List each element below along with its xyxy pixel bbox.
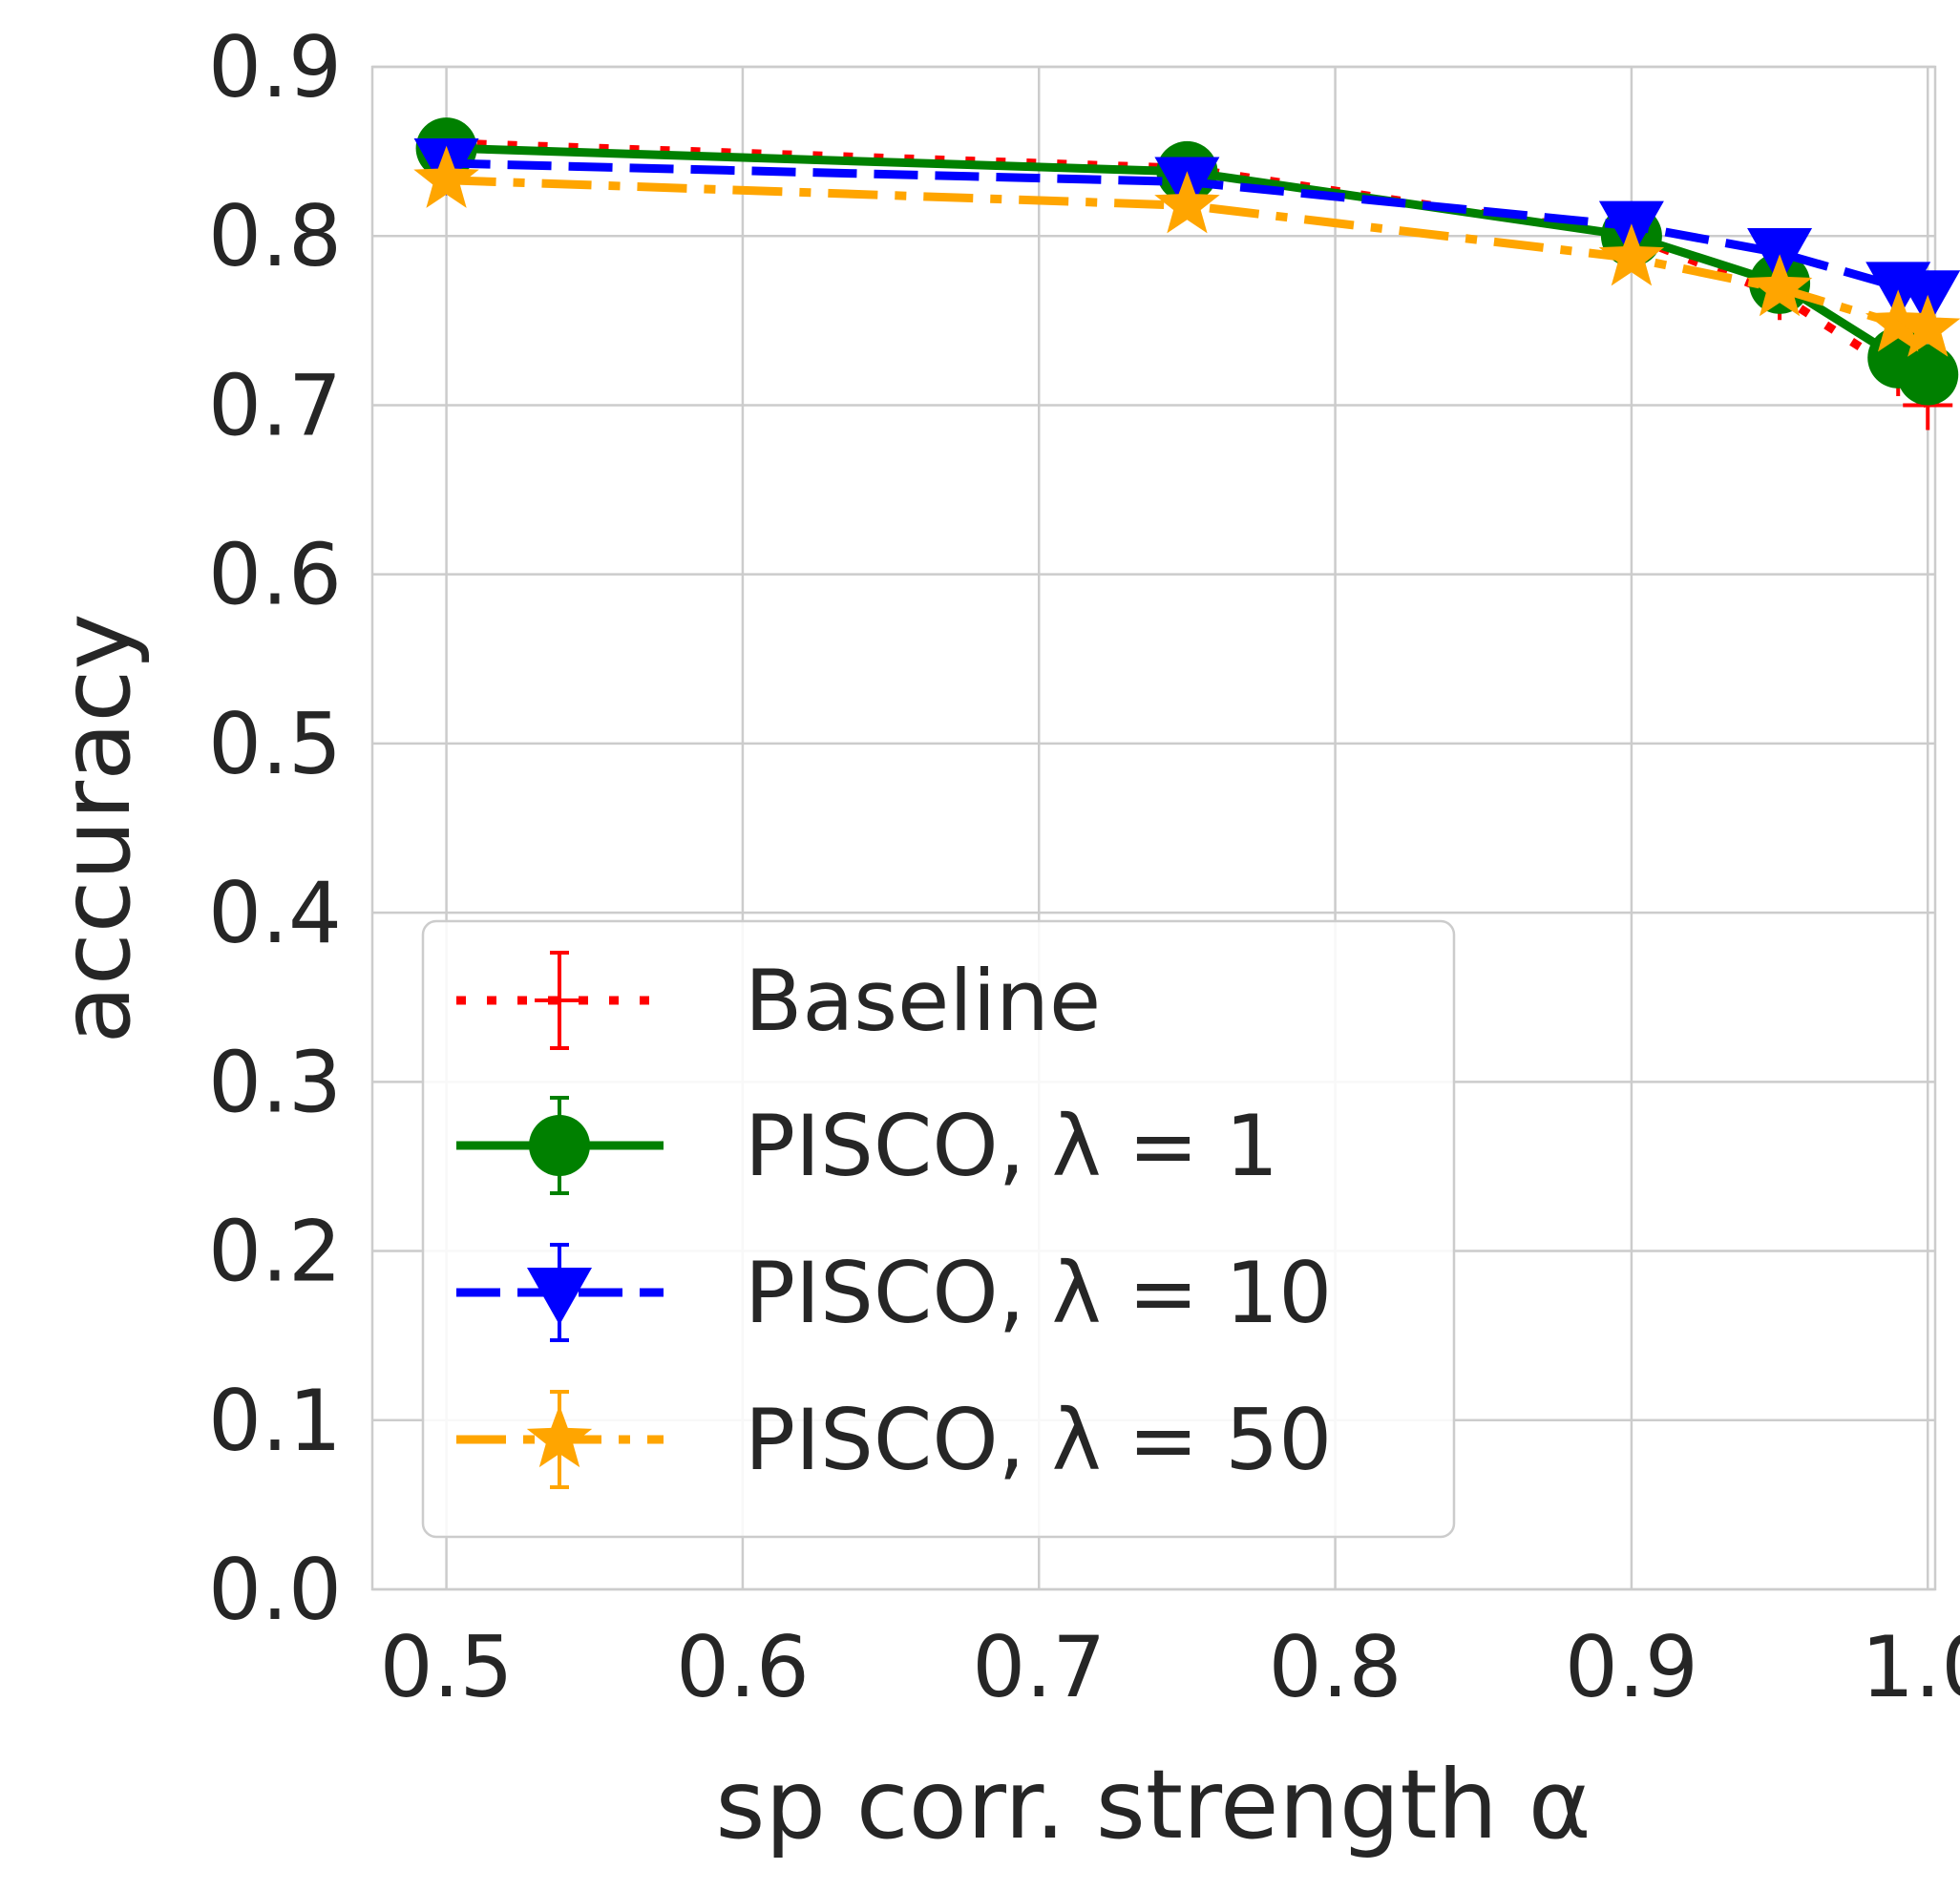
y-tick-label: 0.3 xyxy=(208,1033,342,1131)
data-point xyxy=(1154,171,1220,234)
y-axis-label: accuracy xyxy=(40,613,152,1043)
legend-item: Baseline xyxy=(456,951,1101,1050)
legend-label: Baseline xyxy=(745,952,1101,1050)
legend-label: PISCO, λ = 1 xyxy=(745,1097,1278,1195)
y-tick-label: 0.5 xyxy=(208,695,342,793)
legend-item: PISCO, λ = 50 xyxy=(456,1390,1332,1489)
legend-label: PISCO, λ = 10 xyxy=(745,1244,1332,1342)
x-tick-label: 0.8 xyxy=(1269,1618,1402,1716)
y-tick-label: 0.7 xyxy=(208,356,342,454)
legend: Baseline PISCO, λ = 1 PISCO, λ = 10 PISCO, … xyxy=(421,919,1456,1539)
y-tick-label: 0.8 xyxy=(208,187,342,285)
y-axis-ticks: 0.0 0.1 0.2 0.3 0.4 0.5 0.6 0.7 0.8 0.9 xyxy=(208,18,342,1639)
data-point xyxy=(1598,223,1665,286)
y-tick-label: 0.9 xyxy=(208,18,342,116)
x-tick-label: 0.6 xyxy=(676,1618,810,1716)
y-tick-label: 0.6 xyxy=(208,526,342,624)
legend-marker xyxy=(527,1268,592,1325)
x-tick-label: 0.9 xyxy=(1565,1618,1698,1716)
y-tick-label: 0.0 xyxy=(208,1541,342,1639)
data-point xyxy=(1895,294,1960,357)
legend-marker xyxy=(535,976,584,1025)
legend-marker xyxy=(526,1405,593,1468)
data-point xyxy=(1897,344,1959,406)
plot-frame xyxy=(370,65,1937,1591)
data-point xyxy=(413,145,479,208)
x-axis-label: sp corr. strength α xyxy=(715,1749,1591,1860)
legend-item: PISCO, λ = 10 xyxy=(456,1243,1332,1342)
legend-marker xyxy=(529,1115,590,1176)
y-tick-label: 0.4 xyxy=(208,864,342,962)
series-layer xyxy=(413,117,1960,431)
legend-label: PISCO, λ = 50 xyxy=(745,1391,1332,1489)
x-tick-label: 0.5 xyxy=(380,1618,514,1716)
legend-item: PISCO, λ = 1 xyxy=(456,1096,1278,1195)
x-tick-label: 0.7 xyxy=(972,1618,1106,1716)
y-tick-label: 0.2 xyxy=(208,1203,342,1301)
data-point xyxy=(1746,254,1813,317)
series-4 xyxy=(413,145,1960,357)
x-axis-ticks: 0.5 0.6 0.7 0.8 0.9 1.0 xyxy=(380,1618,1960,1716)
legend-frame xyxy=(421,919,1456,1539)
y-tick-label: 0.1 xyxy=(208,1372,342,1470)
x-tick-label: 1.0 xyxy=(1861,1618,1960,1716)
